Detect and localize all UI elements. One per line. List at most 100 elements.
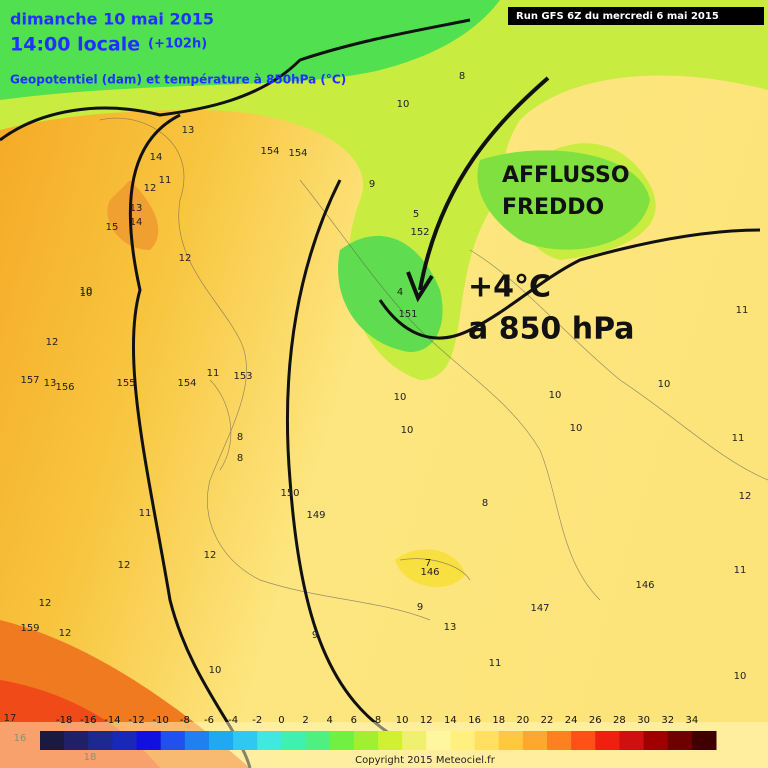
contour-label: 155 [116, 378, 135, 389]
colorbar-tick: 8 [375, 715, 381, 726]
colorbar-tick: 16 [468, 715, 481, 726]
cool-zone-italy [338, 235, 443, 352]
annotation: +4°C [468, 270, 551, 305]
contour-label: 159 [20, 623, 39, 634]
colorbar-tick: 18 [492, 715, 505, 726]
colorbar-tick: 26 [589, 715, 602, 726]
colorbar-tick: 0 [278, 715, 284, 726]
contour-label: 14 [130, 217, 143, 228]
contour-label: 8 [459, 71, 465, 82]
contour-label: 10 [734, 671, 747, 682]
colorbar-swatch [353, 731, 379, 750]
colorbar-tick: -10 [153, 715, 169, 726]
local-time: 14:00 locale [10, 34, 140, 56]
contour-label: 8 [237, 453, 243, 464]
coastlines [99, 117, 768, 621]
warm-spot [107, 180, 159, 250]
colorbar-swatch [643, 731, 669, 750]
contour-label: 12 [179, 253, 192, 264]
colorbar-swatch [184, 731, 210, 750]
contour-label: 12 [59, 628, 72, 639]
colorbar-swatch [281, 731, 307, 750]
colorbar-tick: -2 [252, 715, 262, 726]
contour-label: 12 [204, 550, 217, 561]
colorbar-swatch [595, 731, 620, 750]
contour-label: 10 [80, 288, 93, 299]
colorbar-swatch [619, 731, 645, 750]
run-box [508, 7, 764, 25]
contour-label: 152 [410, 227, 429, 238]
contour-label: 149 [306, 510, 325, 521]
contour-label: 150 [280, 488, 299, 499]
date: dimanche 10 mai 2015 [10, 10, 214, 29]
contour-label: 154 [288, 148, 307, 159]
contour-label: 10 [570, 423, 583, 434]
colorbar-swatch [305, 731, 331, 750]
contour-label: 5 [413, 209, 419, 220]
cool-zone-north [0, 0, 500, 100]
cool-zone-balkans [477, 150, 650, 250]
colorbar-swatch [112, 731, 138, 750]
contour-label: 13 [130, 203, 143, 214]
contour-label: 11 [489, 658, 502, 669]
contour-label: 12 [118, 560, 131, 571]
contour-label: 10 [658, 379, 671, 390]
contour-label: 9 [417, 602, 423, 613]
colorbar-tick: 2 [302, 715, 308, 726]
colorbar-tick: 34 [685, 715, 698, 726]
contour-label: 146 [635, 580, 654, 591]
run-info: Run GFS 6Z du mercredi 6 mai 2015 [516, 11, 719, 22]
colorbar-swatch [40, 731, 65, 750]
contour-label: 14 [150, 152, 163, 163]
colorbar-tick: -16 [80, 715, 96, 726]
contour-label: 12 [39, 598, 52, 609]
contour-label: 154 [177, 378, 196, 389]
contour-label: 7 [425, 558, 431, 569]
contour-label: 11 [732, 433, 745, 444]
colorbar-tick: -18 [56, 715, 72, 726]
colorbar-tick: 30 [637, 715, 650, 726]
contour-label: 11 [736, 305, 749, 316]
contour-label: 13 [182, 125, 195, 136]
contour-label: 10 [401, 425, 414, 436]
colorbar-swatch [450, 731, 476, 750]
colorbar-tick: 28 [613, 715, 626, 726]
copyright: Copyright 2015 Meteociel.fr [355, 755, 496, 766]
contour-label: 153 [233, 371, 252, 382]
colorbar-swatch [402, 731, 427, 750]
contour-label: 147 [530, 603, 549, 614]
colorbar-tick: 24 [565, 715, 578, 726]
colorbar-tick: -8 [180, 715, 190, 726]
annotation: AFFLUSSO [502, 163, 630, 188]
contour-label: 9 [369, 179, 375, 190]
colorbar-swatch [209, 731, 234, 750]
field-title: Geopotentiel (dam) et température à 850h… [10, 73, 346, 87]
isohypses [0, 18, 761, 768]
contour-label: 8 [237, 432, 243, 443]
contour-label: 151 [398, 309, 417, 320]
colorbar-tick: -6 [204, 715, 214, 726]
contour-label: 146 [420, 567, 439, 578]
lead-time: (+102h) [148, 37, 207, 52]
colorbar-tick: 6 [351, 715, 357, 726]
colorbar-swatch [136, 731, 162, 750]
contour-label: 9 [312, 630, 318, 641]
colorbar-swatch [160, 731, 186, 750]
colorbar-swatch [378, 731, 403, 750]
contour-label: 11 [207, 368, 220, 379]
contour-label: 13 [444, 622, 457, 633]
colorbar-tick: 10 [396, 715, 409, 726]
colorbar-swatch [329, 731, 355, 750]
colorbar-swatch [426, 731, 451, 750]
contour-label: 10 [397, 99, 410, 110]
colorbar-swatch [233, 731, 258, 750]
colorbar-swatch [571, 731, 596, 750]
colorbar-tick: 12 [420, 715, 433, 726]
colorbar-swatch [522, 731, 548, 750]
contour-label: 10 [549, 390, 562, 401]
annotation: a 850 hPa [468, 312, 635, 347]
contour-label: 156 [55, 382, 74, 393]
colorbar-tick: 22 [541, 715, 554, 726]
contour-label: 10 [209, 665, 222, 676]
